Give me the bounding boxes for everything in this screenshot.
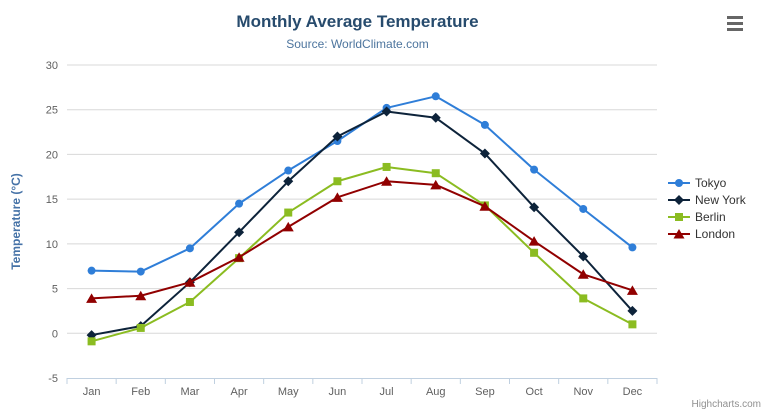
x-axis-label: Dec xyxy=(623,386,643,398)
data-point-tokyo-sep[interactable] xyxy=(480,120,489,129)
hamburger-icon xyxy=(727,27,743,31)
data-point-london-apr[interactable] xyxy=(233,252,245,262)
data-point-london-mar[interactable] xyxy=(184,277,196,287)
legend-item-tokyo[interactable]: Tokyo xyxy=(668,174,746,191)
y-axis-label: 5 xyxy=(52,284,58,296)
x-axis-label: Jan xyxy=(83,386,101,398)
data-point-berlin-may[interactable] xyxy=(284,208,293,217)
tokyo-marker-icon xyxy=(668,178,690,187)
series-line-new-york xyxy=(91,110,634,337)
data-point-berlin-feb[interactable] xyxy=(136,323,145,332)
legend-label: Tokyo xyxy=(695,175,727,190)
y-axis-label: 30 xyxy=(46,60,58,72)
data-point-london-feb[interactable] xyxy=(135,290,147,301)
series-line-london xyxy=(91,180,633,300)
x-axis-label: Jul xyxy=(380,386,394,398)
data-point-london-oct[interactable] xyxy=(528,236,540,246)
x-axis-label: May xyxy=(278,386,299,398)
data-point-london-jul[interactable] xyxy=(381,176,393,186)
data-point-berlin-jul[interactable] xyxy=(382,162,391,171)
berlin-marker-glyph xyxy=(675,212,683,221)
legend-item-london[interactable]: London xyxy=(668,225,746,242)
data-point-london-nov[interactable] xyxy=(577,269,589,279)
y-axis-label: 0 xyxy=(52,328,58,340)
data-point-tokyo-jan[interactable] xyxy=(87,266,96,275)
x-axis-label: Oct xyxy=(526,386,543,398)
new-york-marker-icon xyxy=(668,194,690,205)
highcharts-credits-link[interactable]: Highcharts.com xyxy=(691,399,761,410)
legend-label: London xyxy=(695,226,736,241)
x-axis-label: Apr xyxy=(231,386,248,398)
y-axis-label: 25 xyxy=(46,105,58,117)
data-point-berlin-oct[interactable] xyxy=(530,248,539,257)
data-point-london-jun[interactable] xyxy=(331,192,343,202)
series-line-berlin xyxy=(91,165,633,343)
chart-legend: Tokyo New York Berlin London xyxy=(668,174,746,242)
london-marker-icon xyxy=(668,228,690,238)
data-point-tokyo-mar[interactable] xyxy=(185,244,194,253)
data-point-tokyo-nov[interactable] xyxy=(579,204,588,213)
data-point-london-jan[interactable] xyxy=(86,293,98,303)
y-axis-label: -5 xyxy=(48,373,58,385)
data-point-london-may[interactable] xyxy=(282,221,294,232)
data-point-new-york-jun[interactable] xyxy=(332,131,343,142)
data-point-london-sep[interactable] xyxy=(479,201,491,211)
y-axis-label: 10 xyxy=(46,239,58,251)
tokyo-marker-glyph xyxy=(675,178,683,187)
data-point-berlin-aug[interactable] xyxy=(431,169,440,178)
x-axis-label: Feb xyxy=(131,386,150,398)
x-axis-label: Jun xyxy=(329,386,347,398)
data-point-tokyo-dec[interactable] xyxy=(628,243,637,252)
data-point-new-york-aug[interactable] xyxy=(430,112,441,123)
series-london[interactable] xyxy=(86,176,638,303)
x-axis-label: Sep xyxy=(475,386,495,398)
data-point-new-york-sep[interactable] xyxy=(479,148,490,159)
chart-context-menu-button[interactable] xyxy=(727,13,747,33)
data-point-london-aug[interactable] xyxy=(430,179,442,190)
data-point-new-york-oct[interactable] xyxy=(529,202,540,213)
series-line-tokyo xyxy=(91,95,634,273)
series-tokyo[interactable] xyxy=(87,92,637,276)
data-point-new-york-nov[interactable] xyxy=(578,251,589,262)
data-point-new-york-jul[interactable] xyxy=(381,106,392,117)
data-point-tokyo-may[interactable] xyxy=(284,166,293,175)
x-axis-label: Nov xyxy=(573,386,593,398)
data-point-london-dec[interactable] xyxy=(626,285,638,295)
x-axis-label: Mar xyxy=(180,386,199,398)
data-point-tokyo-oct[interactable] xyxy=(530,165,539,174)
london-marker-glyph xyxy=(673,228,685,238)
data-point-tokyo-aug[interactable] xyxy=(431,92,440,101)
data-point-new-york-dec[interactable] xyxy=(627,305,638,316)
data-point-berlin-dec[interactable] xyxy=(628,320,637,329)
data-point-berlin-mar[interactable] xyxy=(185,297,194,306)
data-point-berlin-jan[interactable] xyxy=(87,337,96,346)
series-new-york[interactable] xyxy=(86,106,638,341)
legend-item-berlin[interactable]: Berlin xyxy=(668,208,746,225)
legend-item-new-york[interactable]: New York xyxy=(668,191,746,208)
y-axis-title: Temperature (°C) xyxy=(9,173,23,270)
data-point-tokyo-feb[interactable] xyxy=(136,267,145,276)
new-york-marker-glyph xyxy=(674,194,684,205)
hamburger-icon xyxy=(727,15,743,19)
data-point-berlin-jun[interactable] xyxy=(333,177,342,186)
data-point-berlin-nov[interactable] xyxy=(579,294,588,303)
y-axis-label: 20 xyxy=(46,149,58,161)
berlin-marker-icon xyxy=(668,212,690,221)
y-axis-label: 15 xyxy=(46,194,58,206)
legend-label: New York xyxy=(695,192,746,207)
data-point-new-york-apr[interactable] xyxy=(234,227,245,238)
hamburger-icon xyxy=(727,21,743,25)
legend-label: Berlin xyxy=(695,209,726,224)
x-axis-label: Aug xyxy=(426,386,446,398)
data-point-tokyo-apr[interactable] xyxy=(235,199,244,208)
data-point-new-york-may[interactable] xyxy=(283,176,294,187)
chart-subtitle: Source: WorldClimate.com xyxy=(286,37,429,51)
chart-title: Monthly Average Temperature xyxy=(236,12,479,31)
